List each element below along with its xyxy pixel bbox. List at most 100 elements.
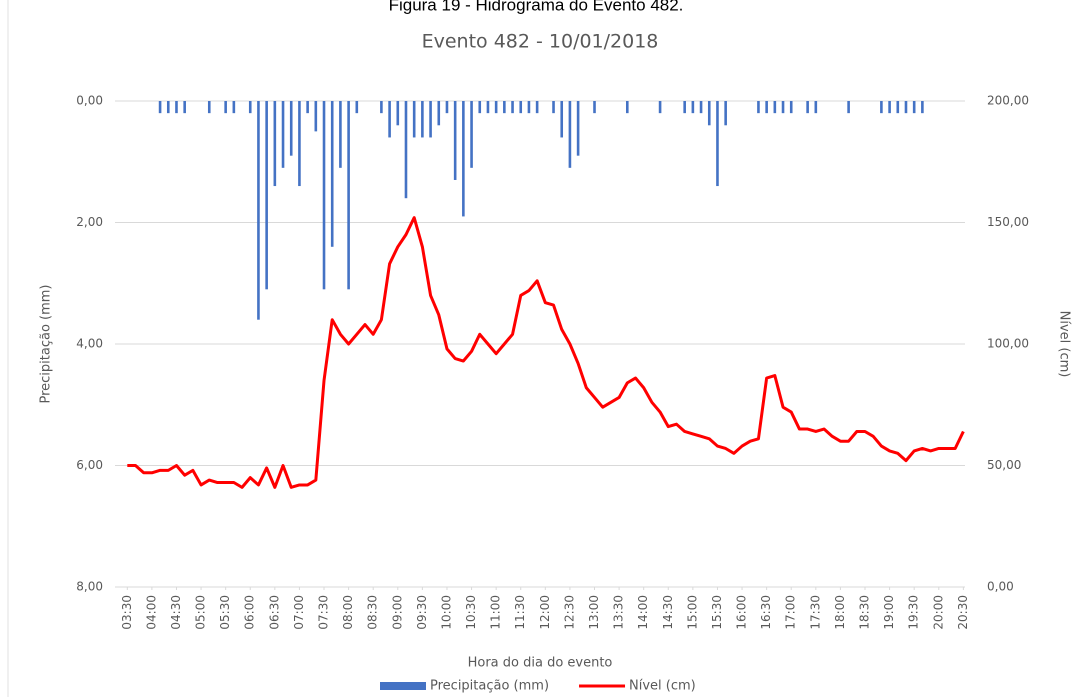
bar (355, 101, 359, 114)
bar (166, 101, 170, 114)
bar (445, 101, 449, 114)
x-tick-label: 16:00 (735, 595, 749, 630)
bar (716, 101, 719, 187)
bar (593, 101, 596, 114)
bar (207, 101, 211, 114)
bar (470, 101, 473, 168)
line (127, 216, 965, 489)
y-tick-label: 8,00 (76, 580, 103, 594)
x-tick-label: 15:30 (710, 595, 724, 630)
bar (347, 101, 350, 290)
bar (429, 101, 432, 138)
x-tick-label: 06:30 (267, 595, 281, 630)
x-tick-label: 20:00 (931, 595, 945, 630)
x-tick-label: 17:30 (808, 595, 822, 630)
bar (576, 101, 580, 156)
x-tick-label: 14:30 (661, 595, 675, 630)
x-tick-label: 13:00 (587, 595, 601, 630)
bar (625, 101, 629, 114)
bar (503, 101, 506, 114)
x-tick-label: 17:00 (784, 595, 798, 630)
x-tick-label: 08:00 (341, 595, 355, 630)
x-tick-label: 09:30 (415, 595, 429, 630)
bar (388, 101, 391, 138)
bar (904, 101, 908, 114)
x-tick-label: 08:30 (366, 595, 380, 630)
bar (175, 101, 178, 114)
legend-label: Precipitação (mm) (430, 679, 549, 694)
bar (880, 101, 883, 114)
x-tick-label: 14:00 (636, 595, 650, 630)
bar (306, 101, 309, 114)
x-tick-label: 12:00 (538, 595, 552, 630)
x-tick-label: 06:00 (243, 595, 257, 630)
bar (330, 101, 334, 247)
bar (814, 101, 818, 114)
legend-label: Nível (cm) (629, 679, 696, 694)
bar (699, 101, 703, 114)
y2-tick-label: 0,00 (987, 580, 1014, 594)
chart-title: Figura 19 - Hidrograma do Evento 482. (389, 0, 684, 14)
x-tick-label: 05:00 (194, 595, 208, 630)
y-tick-label: 6,00 (76, 458, 103, 472)
x-tick-label: 19:00 (882, 595, 896, 630)
x-tick-label: 07:00 (292, 595, 306, 630)
legend-swatch (380, 682, 426, 690)
y2-tick-label: 200,00 (987, 94, 1029, 108)
bar (494, 101, 498, 114)
bar (847, 101, 850, 114)
bar (757, 101, 760, 114)
bar (339, 101, 342, 168)
bar (921, 101, 924, 114)
x-tick-label: 13:30 (612, 595, 626, 630)
bar (527, 101, 531, 114)
bar (658, 101, 662, 114)
bar (765, 101, 768, 114)
bar (224, 101, 227, 114)
bar (396, 101, 400, 126)
bar (298, 101, 301, 187)
bar (453, 101, 457, 180)
bar (265, 101, 268, 290)
bar (781, 101, 785, 114)
x-tick-label: 20:30 (956, 595, 970, 630)
x-tick-label: 07:30 (317, 595, 331, 630)
x-tick-label: 03:30 (120, 595, 134, 630)
bar (462, 101, 465, 217)
bar (519, 101, 523, 114)
x-tick-label: 12:30 (562, 595, 576, 630)
bar (789, 101, 793, 114)
bar (511, 101, 514, 114)
bar (724, 101, 727, 126)
bar (412, 101, 416, 138)
bar (888, 101, 891, 114)
bar (568, 101, 572, 168)
bar (158, 101, 162, 114)
chart-subtitle: Evento 482 - 10/01/2018 (422, 31, 659, 53)
x-tick-label: 10:00 (439, 595, 453, 630)
bar (535, 101, 539, 114)
x-tick-label: 05:30 (218, 595, 232, 630)
bar (257, 101, 260, 320)
bar (232, 101, 236, 114)
y-tick-label: 4,00 (76, 337, 103, 351)
y2-tick-label: 100,00 (987, 337, 1029, 351)
bar (421, 101, 424, 138)
x-tick-label: 04:30 (169, 595, 183, 630)
x-tick-label: 11:30 (513, 595, 527, 630)
x-tick-label: 18:00 (833, 595, 847, 630)
y-tick-label: 0,00 (76, 94, 103, 108)
bar (289, 101, 293, 156)
y-tick-label: 2,00 (76, 215, 103, 229)
bar (437, 101, 441, 126)
bar (314, 101, 318, 132)
x-axis-label: Hora do dia do evento (468, 656, 613, 671)
bar (404, 101, 408, 199)
bar (806, 101, 809, 114)
x-tick-label: 19:30 (907, 595, 921, 630)
bar (380, 101, 383, 114)
x-tick-label: 16:30 (759, 595, 773, 630)
x-tick-label: 04:00 (144, 595, 158, 630)
